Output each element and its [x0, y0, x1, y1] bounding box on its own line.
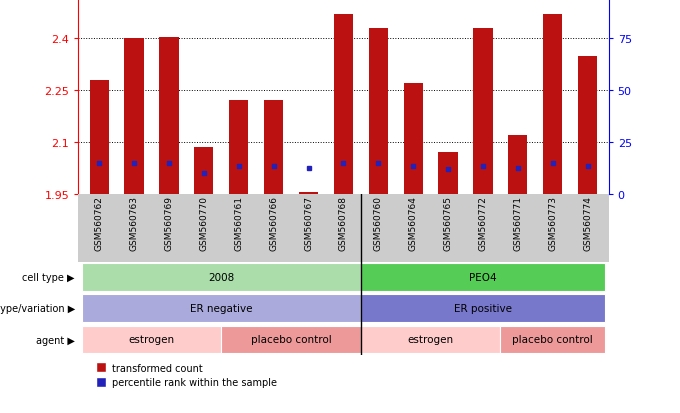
Bar [334, 15, 353, 194]
Text: GSM560770: GSM560770 [199, 195, 208, 250]
Legend: transformed count, percentile rank within the sample: transformed count, percentile rank withi… [97, 363, 277, 387]
Bar [90, 81, 109, 194]
Bar [124, 39, 143, 194]
Text: agent ▶: agent ▶ [36, 335, 75, 345]
Text: estrogen: estrogen [407, 334, 454, 344]
Text: ER negative: ER negative [190, 303, 252, 313]
Text: GSM560772: GSM560772 [479, 195, 488, 250]
Text: GSM560771: GSM560771 [513, 195, 522, 250]
Bar [500, 326, 605, 354]
Bar [229, 101, 248, 194]
Text: placebo control: placebo control [513, 334, 593, 344]
Text: GSM560766: GSM560766 [269, 195, 278, 250]
Text: estrogen: estrogen [129, 334, 175, 344]
Bar [361, 295, 605, 323]
Bar [194, 148, 214, 194]
Text: GSM560768: GSM560768 [339, 195, 348, 250]
Bar [439, 153, 458, 194]
Text: placebo control: placebo control [251, 334, 331, 344]
Text: GSM560762: GSM560762 [95, 195, 103, 250]
Text: ER positive: ER positive [454, 303, 512, 313]
Text: cell type ▶: cell type ▶ [22, 273, 75, 283]
Bar [508, 135, 528, 194]
Bar [473, 29, 492, 194]
Bar [221, 326, 361, 354]
Bar [404, 84, 423, 194]
Text: GSM560773: GSM560773 [548, 195, 558, 250]
Bar [578, 57, 597, 194]
Bar [361, 326, 500, 354]
Text: GSM560774: GSM560774 [583, 195, 592, 250]
Bar [159, 38, 179, 194]
Text: GSM560765: GSM560765 [443, 195, 453, 250]
Bar [82, 295, 361, 323]
Text: GSM560764: GSM560764 [409, 195, 418, 250]
Bar [543, 15, 562, 194]
Bar [264, 101, 283, 194]
Text: PEO4: PEO4 [469, 272, 497, 282]
Bar [369, 29, 388, 194]
Text: 2008: 2008 [208, 272, 235, 282]
Text: GSM560767: GSM560767 [304, 195, 313, 250]
Bar [361, 264, 605, 292]
Bar [299, 192, 318, 194]
Text: GSM560760: GSM560760 [374, 195, 383, 250]
Text: GSM560769: GSM560769 [165, 195, 173, 250]
Text: GSM560761: GSM560761 [234, 195, 243, 250]
Text: genotype/variation ▶: genotype/variation ▶ [0, 304, 75, 314]
Bar [82, 264, 361, 292]
Text: GSM560763: GSM560763 [129, 195, 139, 250]
Bar [82, 326, 221, 354]
